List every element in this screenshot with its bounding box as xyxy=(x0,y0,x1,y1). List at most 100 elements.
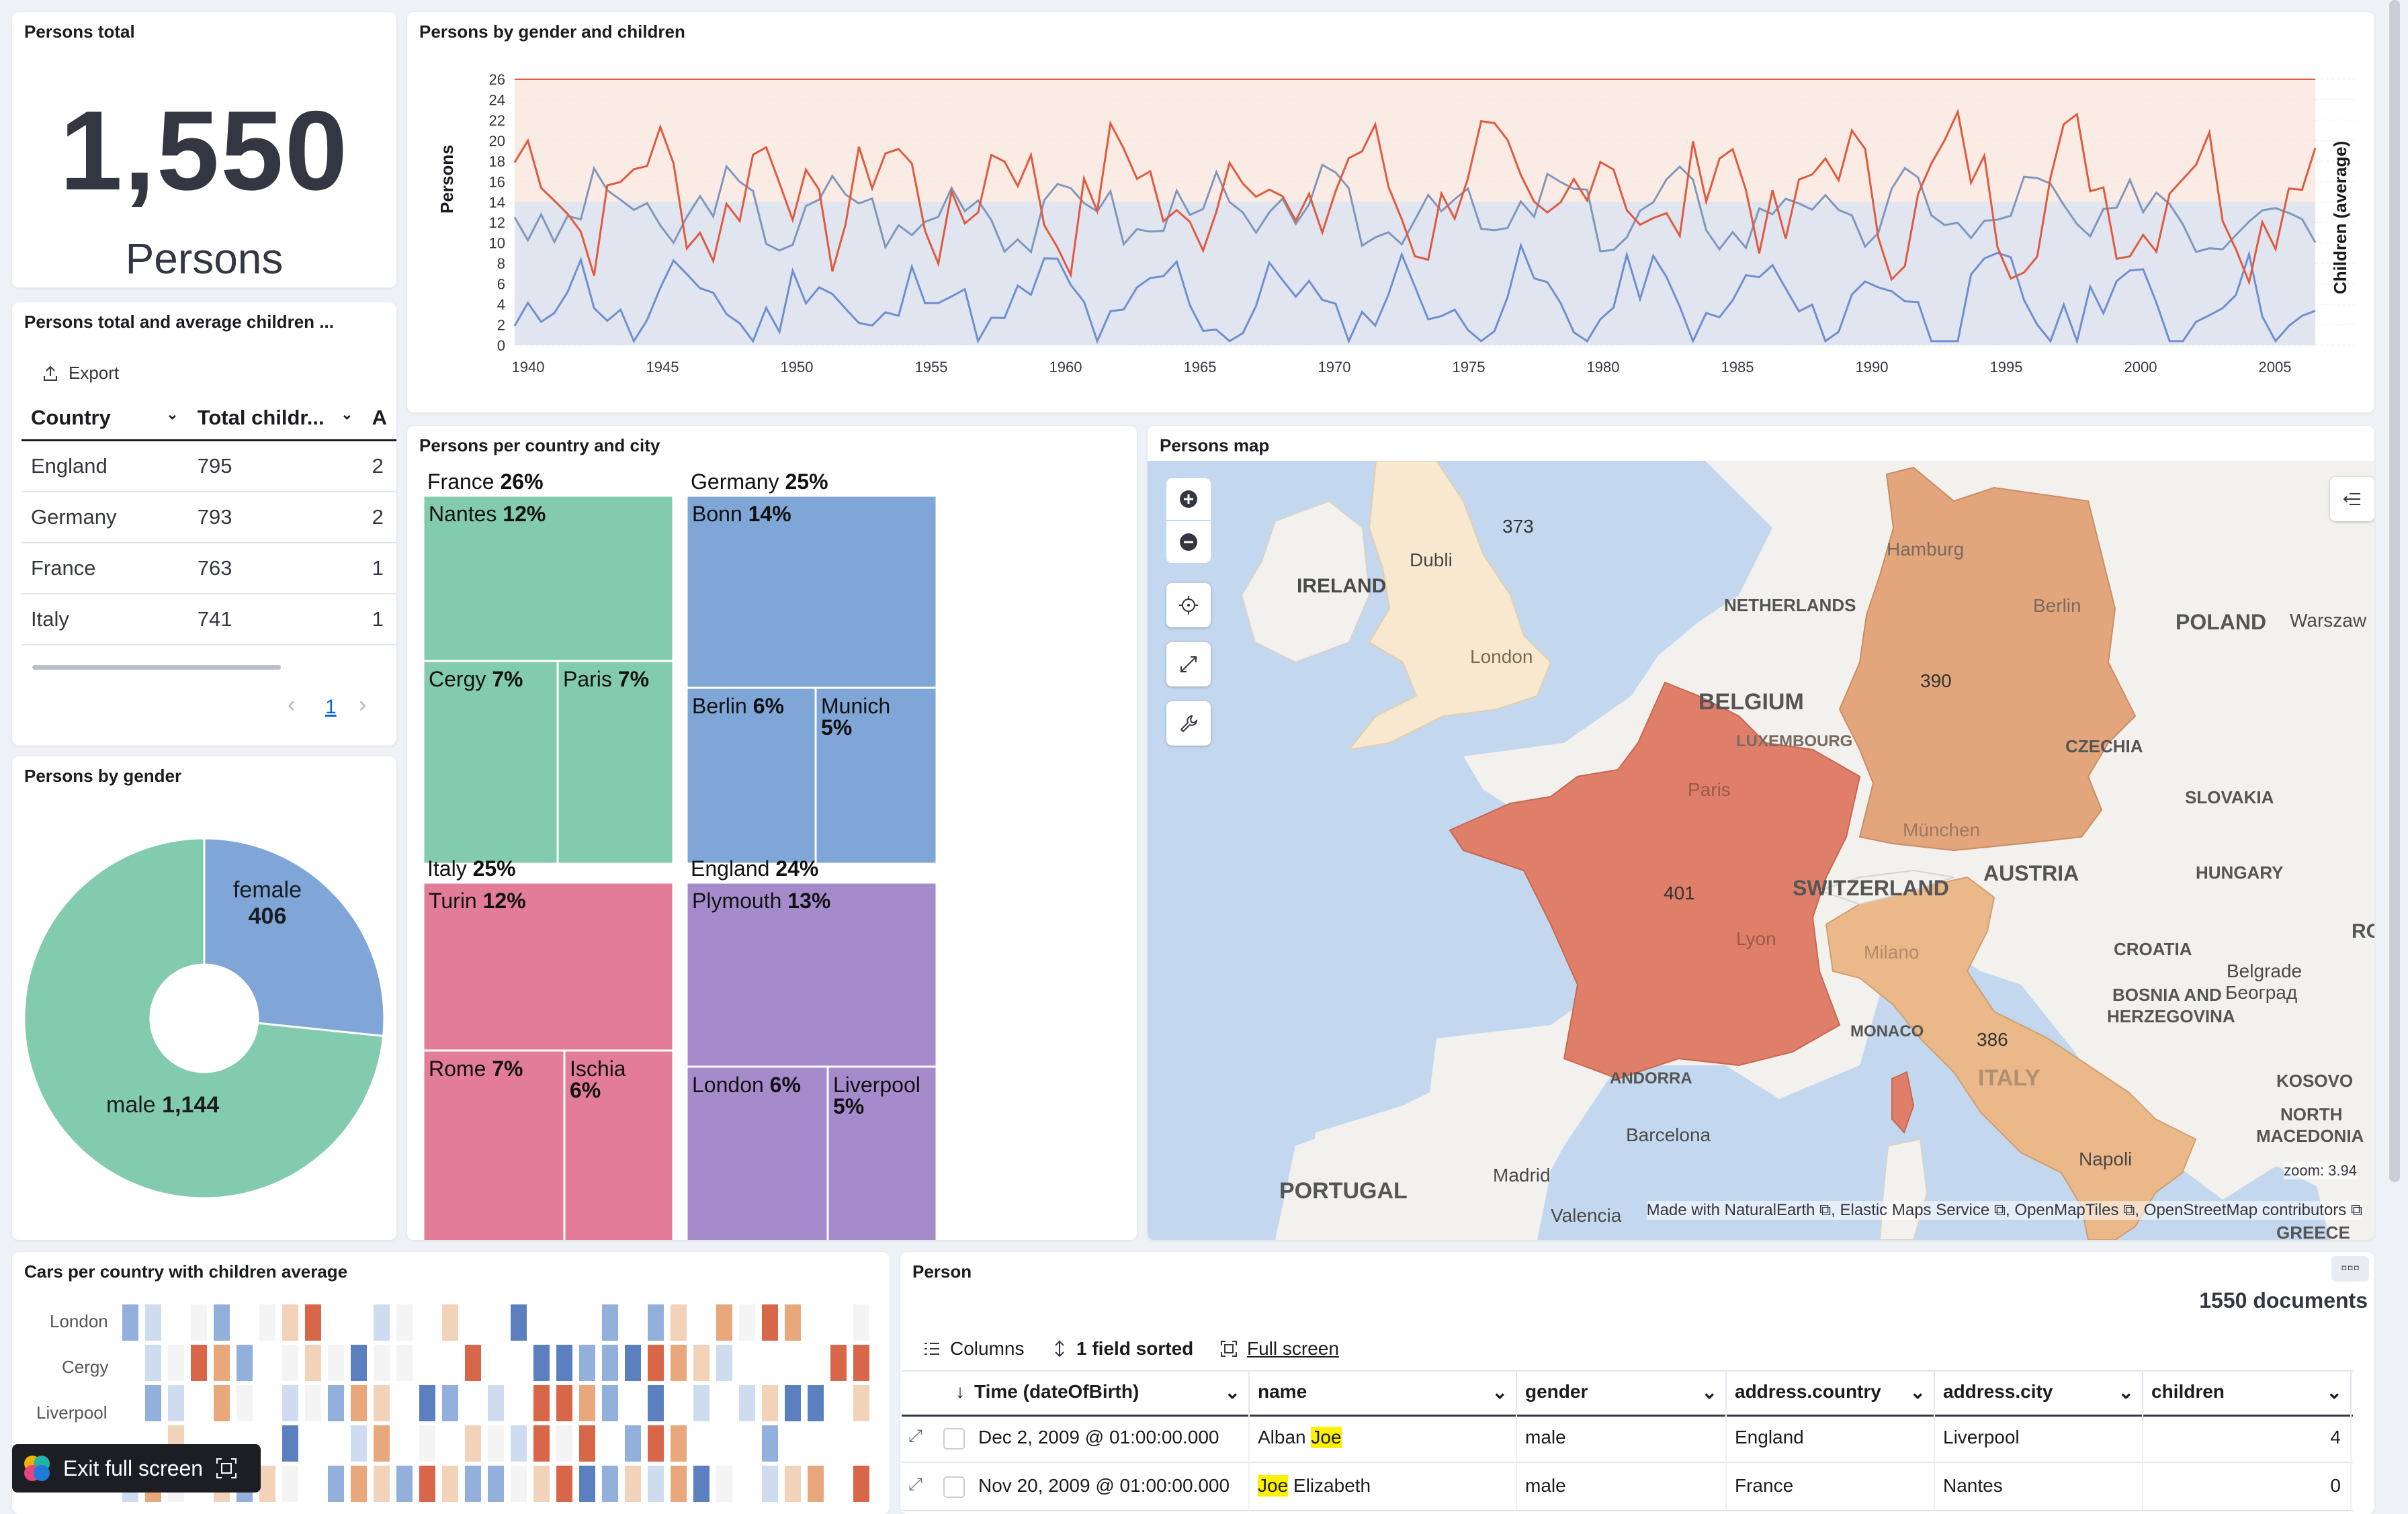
column-header-total-children[interactable]: Total childr... ⌄ xyxy=(187,396,363,441)
heatmap-cell xyxy=(556,1385,572,1421)
male-slice[interactable] xyxy=(23,837,385,1200)
treemap-cell-liverpool xyxy=(826,1065,938,1240)
treemap-cell-label: Rome 7% xyxy=(429,1057,523,1081)
x-tick-label: 1960 xyxy=(1049,359,1082,375)
zoom-out-button[interactable] xyxy=(1166,521,1211,563)
cell-city: Liverpool xyxy=(1935,1413,2143,1462)
area-fill-female xyxy=(515,202,2315,345)
italy-region[interactable] xyxy=(1825,876,2197,1240)
heatmap-cell xyxy=(579,1425,595,1462)
pagination-next-icon[interactable]: › xyxy=(359,692,367,717)
y-tick-label: 14 xyxy=(489,194,505,211)
cell-children: 4 xyxy=(2143,1413,2352,1462)
set-view-button[interactable] xyxy=(1166,583,1211,627)
panel-title: Person xyxy=(912,1261,972,1282)
column-header-country[interactable]: Country ⌄ xyxy=(22,396,188,441)
persons-table-panel: Persons total and average children ... E… xyxy=(12,302,396,746)
horizontal-scrollbar[interactable] xyxy=(32,665,281,670)
heatmap-cell xyxy=(374,1345,390,1381)
fit-bounds-button[interactable] xyxy=(1166,642,1211,686)
heatmap-cell xyxy=(282,1304,298,1341)
heatmap-cell xyxy=(716,1304,732,1341)
heatmap-row-label: Liverpool xyxy=(36,1402,108,1423)
map-attribution[interactable]: Made with NaturalEarth ⧉, Elastic Maps S… xyxy=(1646,1201,2362,1220)
elastic-logo-icon xyxy=(24,1456,50,1481)
export-button[interactable]: Export xyxy=(42,363,119,384)
expand-row-icon[interactable]: ⤢ xyxy=(908,1425,922,1445)
y-tick-label: 22 xyxy=(489,112,505,129)
heatmap-cell xyxy=(214,1385,230,1421)
sort-icon xyxy=(1055,1340,1064,1357)
heatmap-cell xyxy=(351,1466,367,1502)
zoom-level: zoom: 3.94 xyxy=(2284,1162,2357,1179)
europe-map[interactable] xyxy=(1148,461,2374,1240)
treemap-group-label: Italy 25% xyxy=(427,856,516,881)
grid-header-time[interactable]: ↓ Time (dateOfBirth) ⌄ xyxy=(947,1370,1250,1413)
heatmap-cell xyxy=(762,1304,778,1341)
cell-time: Dec 2, 2009 @ 01:00:00.000 xyxy=(970,1413,1250,1462)
columns-button[interactable]: Columns xyxy=(923,1338,1024,1360)
female-label: female 406 xyxy=(232,877,302,929)
chevron-down-icon[interactable]: ⌄ xyxy=(341,406,353,422)
female-slice[interactable] xyxy=(203,837,386,1038)
heatmap-cell xyxy=(328,1466,344,1502)
x-tick-label: 2000 xyxy=(2124,359,2157,375)
heatmap-cell xyxy=(374,1385,390,1421)
menu-collapse-icon xyxy=(2343,493,2360,505)
minus-circle-icon xyxy=(1180,533,1197,551)
heatmap-cell xyxy=(145,1304,161,1341)
heatmap-cell xyxy=(168,1385,184,1421)
crosshair-icon xyxy=(1179,596,1198,615)
layer-control-button[interactable] xyxy=(2330,477,2374,521)
france-region[interactable] xyxy=(1449,681,1861,1080)
cell-gender: male xyxy=(1517,1413,1727,1462)
x-tick-label: 1955 xyxy=(915,359,948,375)
heatmap-cell xyxy=(556,1425,572,1462)
person-panel: Person ▫▫▫ 1550 documents xyxy=(900,1252,2374,1514)
page-scrollbar[interactable] xyxy=(2389,0,2400,1182)
treemap-cell-berlin xyxy=(685,686,817,865)
heatmap-cell xyxy=(259,1466,275,1502)
y-tick-label: 24 xyxy=(489,91,505,108)
x-tick-label: 1985 xyxy=(1721,359,1754,375)
grid-header-name[interactable]: name ⌄ xyxy=(1250,1370,1517,1413)
heatmap-cell xyxy=(625,1425,641,1462)
row-checkbox[interactable] xyxy=(943,1428,965,1450)
grid-header-gender[interactable]: gender ⌄ xyxy=(1517,1370,1727,1413)
wrench-icon xyxy=(1180,715,1198,733)
table-row: Italy 741 1 xyxy=(22,594,396,645)
panel-title: Persons by gender and children xyxy=(419,21,685,42)
germany-region[interactable] xyxy=(1838,466,2137,852)
heatmap-cell xyxy=(808,1385,824,1421)
pagination-prev-icon[interactable]: ‹ xyxy=(288,692,296,717)
persons-total-panel: Persons total 1,550 Persons xyxy=(12,12,396,287)
chevron-down-icon: ⌄ xyxy=(1224,1381,1240,1402)
england-region[interactable] xyxy=(1347,461,1552,751)
y-tick-label: 4 xyxy=(497,296,505,313)
y-tick-label: 2 xyxy=(497,317,505,334)
table-row: England 795 2 xyxy=(22,440,396,492)
x-tick-label: 1975 xyxy=(1453,359,1486,375)
full-screen-button[interactable]: Full screen xyxy=(1220,1338,1339,1360)
exit-full-screen-button[interactable]: Exit full screen xyxy=(12,1444,261,1493)
treemap-group-label: England 24% xyxy=(691,856,818,881)
panel-options-button[interactable]: ▫▫▫ xyxy=(2331,1256,2369,1282)
grid-header-country[interactable]: address.country ⌄ xyxy=(1727,1370,1935,1413)
row-checkbox[interactable] xyxy=(943,1476,965,1498)
x-tick-label: 1965 xyxy=(1184,359,1217,375)
draw-tools-button[interactable] xyxy=(1166,701,1211,746)
grid-header-city[interactable]: address.city ⌄ xyxy=(1935,1370,2143,1413)
chevron-down-icon[interactable]: ⌄ xyxy=(166,406,179,422)
heatmap-row-label: Cergy xyxy=(62,1357,109,1377)
pagination-page-1[interactable]: 1 xyxy=(325,696,337,718)
treemap-cell-rome xyxy=(422,1049,566,1240)
heatmap-cell xyxy=(419,1466,435,1502)
sort-button[interactable]: 1 field sorted xyxy=(1052,1338,1193,1360)
persons-by-gender-children-panel: Persons by gender and children 0 2 4 6 8 10 12… xyxy=(407,12,2374,412)
treemap-cell-label: Nantes 12% xyxy=(429,502,546,526)
expand-row-icon[interactable]: ⤢ xyxy=(908,1474,922,1494)
column-header-average[interactable]: A xyxy=(362,396,396,441)
grid-header-children[interactable]: children ⌄ xyxy=(2143,1370,2352,1413)
y-tick-label: 20 xyxy=(489,132,505,149)
zoom-in-button[interactable] xyxy=(1166,478,1211,520)
